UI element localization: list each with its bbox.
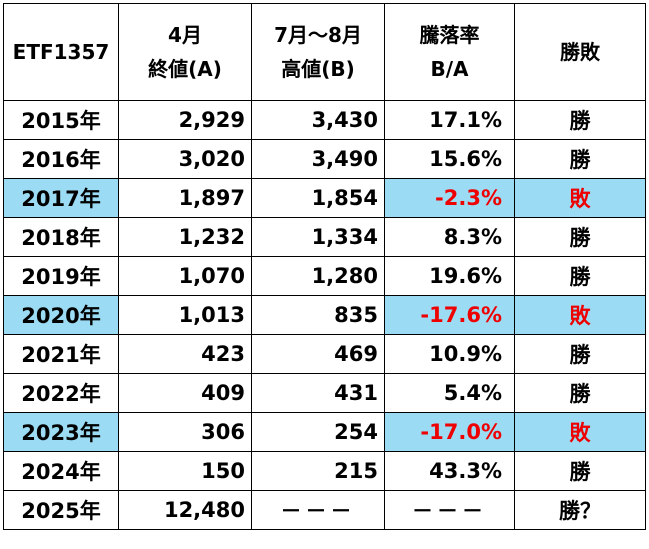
table-row: 2017年 1,897 1,854 -2.3% 敗: [3, 178, 646, 218]
win-loss-cell: 敗: [514, 412, 646, 452]
table-body: 2015年 2,929 3,430 17.1% 勝 2016年 3,020 3,490 15.6…: [3, 100, 646, 530]
table-row: 2015年 2,929 3,430 17.1% 勝: [3, 100, 646, 140]
header-etf-code: ETF1357: [3, 3, 119, 101]
header-change-rate-line2: B/A: [430, 57, 469, 81]
summer-high-cell: 215: [251, 451, 385, 491]
april-close-cell: 1,070: [118, 256, 252, 296]
win-loss-cell: 勝: [514, 256, 646, 296]
table-row: 2020年 1,013 835 -17.6% 敗: [3, 295, 646, 335]
change-rate-cell: -17.6%: [384, 295, 515, 335]
win-loss-cell: 勝: [514, 100, 646, 140]
year-cell: 2016年: [3, 139, 119, 179]
april-close-cell: 1,013: [118, 295, 252, 335]
year-cell: 2021年: [3, 334, 119, 374]
table-row: 2023年 306 254 -17.0% 敗: [3, 412, 646, 452]
table-row: 2018年 1,232 1,334 8.3% 勝: [3, 217, 646, 257]
table-row: 2019年 1,070 1,280 19.6% 勝: [3, 256, 646, 296]
win-loss-cell: 勝？: [514, 490, 646, 530]
april-close-cell: 150: [118, 451, 252, 491]
year-cell: 2018年: [3, 217, 119, 257]
summer-high-cell: 1,334: [251, 217, 385, 257]
summer-high-cell: 1,854: [251, 178, 385, 218]
win-loss-cell: 勝: [514, 139, 646, 179]
april-close-cell: 2,929: [118, 100, 252, 140]
header-summer-high-line1: 7月～8月: [274, 23, 362, 47]
table-row: 2022年 409 431 5.4% 勝: [3, 373, 646, 413]
header-april-close: 4月 終値(A): [118, 3, 252, 101]
april-close-cell: 1,232: [118, 217, 252, 257]
win-loss-cell: 敗: [514, 295, 646, 335]
summer-high-cell: 1,280: [251, 256, 385, 296]
table-row: 2016年 3,020 3,490 15.6% 勝: [3, 139, 646, 179]
win-loss-cell: 敗: [514, 178, 646, 218]
win-loss-cell: 勝: [514, 373, 646, 413]
change-rate-cell: 17.1%: [384, 100, 515, 140]
header-summer-high-line2: 高値(B): [281, 57, 355, 81]
year-cell: 2015年: [3, 100, 119, 140]
summer-high-cell: 469: [251, 334, 385, 374]
year-cell: 2023年: [3, 412, 119, 452]
header-change-rate: 騰落率 B/A: [384, 3, 515, 101]
header-row: ETF1357 4月 終値(A) 7月～8月 高値(B) 騰落率 B/A 勝敗: [3, 3, 646, 101]
year-cell: 2020年: [3, 295, 119, 335]
win-loss-cell: 勝: [514, 217, 646, 257]
header-win-loss: 勝敗: [514, 3, 646, 101]
year-cell: 2017年: [3, 178, 119, 218]
change-rate-cell: 8.3%: [384, 217, 515, 257]
change-rate-cell: 19.6%: [384, 256, 515, 296]
change-rate-cell: 5.4%: [384, 373, 515, 413]
year-cell: 2025年: [3, 490, 119, 530]
table-row: 2021年 423 469 10.9% 勝: [3, 334, 646, 374]
etf-table-container: ETF1357 4月 終値(A) 7月～8月 高値(B) 騰落率 B/A 勝敗: [3, 3, 646, 530]
summer-high-cell: 3,430: [251, 100, 385, 140]
header-change-rate-line1: 騰落率: [419, 23, 480, 47]
april-close-cell: 306: [118, 412, 252, 452]
win-loss-cell: 勝: [514, 451, 646, 491]
april-close-cell: 409: [118, 373, 252, 413]
change-rate-cell: -17.0%: [384, 412, 515, 452]
change-rate-cell: -2.3%: [384, 178, 515, 218]
header-etf-code-label: ETF1357: [12, 40, 110, 64]
change-rate-cell: 15.6%: [384, 139, 515, 179]
year-cell: 2024年: [3, 451, 119, 491]
win-loss-cell: 勝: [514, 334, 646, 374]
april-close-cell: 3,020: [118, 139, 252, 179]
table-row: 2024年 150 215 43.3% 勝: [3, 451, 646, 491]
summer-high-cell: 3,490: [251, 139, 385, 179]
change-rate-cell: 43.3%: [384, 451, 515, 491]
header-summer-high: 7月～8月 高値(B): [251, 3, 385, 101]
april-close-cell: 12,480: [118, 490, 252, 530]
summer-high-cell: －－－: [251, 490, 385, 530]
change-rate-cell: －－－: [384, 490, 515, 530]
change-rate-cell: 10.9%: [384, 334, 515, 374]
table-row: 2025年 12,480 －－－ －－－ 勝？: [3, 490, 646, 530]
summer-high-cell: 254: [251, 412, 385, 452]
header-win-loss-label: 勝敗: [560, 40, 600, 64]
summer-high-cell: 835: [251, 295, 385, 335]
summer-high-cell: 431: [251, 373, 385, 413]
etf1357-results-table: ETF1357 4月 終値(A) 7月～8月 高値(B) 騰落率 B/A 勝敗: [3, 3, 646, 530]
header-april-close-line2: 終値(A): [148, 57, 222, 81]
header-april-close-line1: 4月: [168, 23, 202, 47]
april-close-cell: 423: [118, 334, 252, 374]
year-cell: 2019年: [3, 256, 119, 296]
year-cell: 2022年: [3, 373, 119, 413]
april-close-cell: 1,897: [118, 178, 252, 218]
